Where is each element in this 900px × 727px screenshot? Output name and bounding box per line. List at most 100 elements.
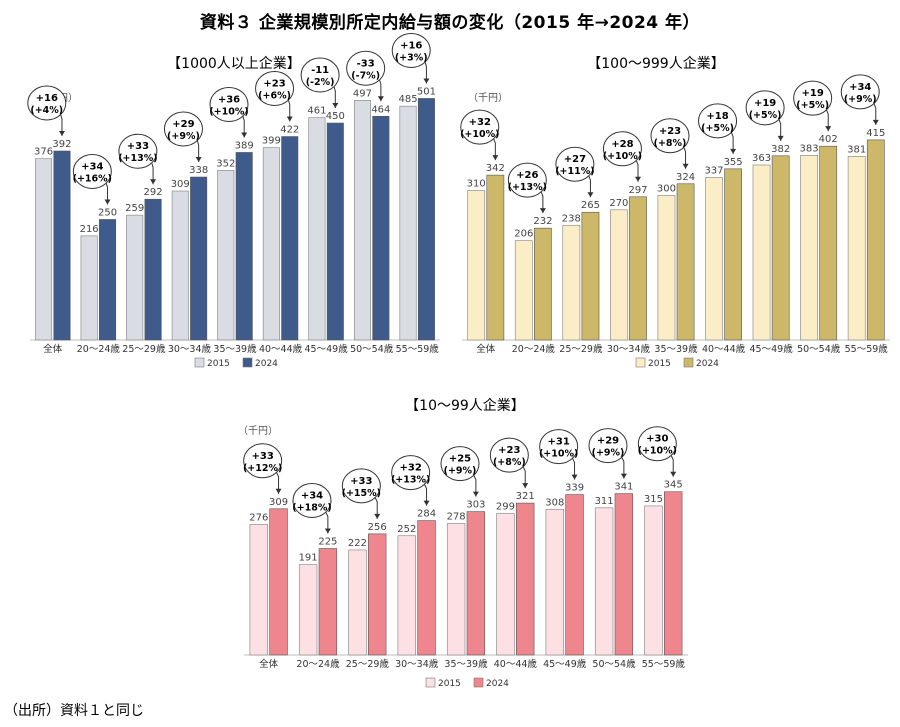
arrow-head (58, 131, 65, 136)
change-amount: +32 (469, 117, 491, 128)
change-percent: (+9%) (592, 448, 625, 459)
change-bubble (650, 118, 690, 154)
bar-2024 (819, 145, 838, 341)
change-bubble (300, 57, 340, 93)
change-arrow (670, 455, 674, 477)
unit-label: （千円） (238, 425, 278, 437)
change-bubble (27, 85, 67, 121)
bar-2024 (235, 152, 253, 341)
bar-2015 (397, 535, 416, 656)
change-arrow (196, 140, 200, 163)
change-arrow (424, 62, 427, 84)
change-arrow (242, 116, 245, 138)
bar-2015 (514, 240, 533, 341)
data-label-2015: 310 (467, 179, 486, 190)
change-percent: (+4%) (30, 105, 63, 116)
change-bubble (555, 146, 595, 182)
data-label-2024: 339 (565, 483, 584, 494)
category-label: 20～24歳 (77, 343, 121, 355)
arrow-head (635, 176, 642, 182)
data-label-2015: 252 (397, 524, 416, 535)
arrow-head (324, 528, 331, 534)
change-arrow (105, 183, 109, 205)
category-label: 30～34歳 (168, 343, 212, 355)
data-label-2015: 383 (800, 143, 819, 154)
arrow-head (587, 192, 594, 198)
bar-2024 (466, 511, 486, 656)
arrow-head (571, 474, 578, 480)
arrow-head (730, 148, 737, 154)
category-label: 全体 (43, 343, 63, 355)
change-bubble (391, 32, 431, 68)
panel-title: 【10～99人企業】 (405, 397, 525, 414)
change-amount: -33 (357, 58, 375, 69)
change-bubble (460, 109, 500, 145)
bar-2024 (144, 198, 162, 341)
data-label-2015: 270 (609, 198, 628, 209)
change-bubble (602, 131, 642, 167)
change-percent: (+16%) (73, 173, 112, 184)
change-bubble (346, 50, 386, 86)
change-percent: (+5%) (796, 100, 829, 111)
change-arrow (288, 100, 291, 122)
change-bubble (745, 90, 785, 126)
category-label: 35～39歳 (213, 343, 257, 355)
change-amount: +34 (301, 491, 323, 502)
legend-swatch-2024 (473, 677, 484, 688)
change-percent: (+9%) (844, 94, 877, 105)
change-bubble (163, 111, 203, 147)
bar-2015 (644, 505, 663, 656)
data-label-2024: 250 (98, 207, 117, 218)
arrow-head (620, 473, 627, 479)
data-label-2015: 337 (704, 166, 723, 177)
change-percent: (+6%) (258, 91, 291, 102)
change-bubble (72, 153, 112, 189)
category-label: 25～29歳 (122, 343, 166, 355)
data-label-2015: 315 (644, 494, 663, 505)
data-label-2024: 345 (664, 480, 683, 491)
arrow-head (682, 163, 689, 169)
data-label-2024: 392 (52, 139, 71, 150)
bar-2015 (80, 235, 98, 341)
data-label-2024: 342 (486, 163, 505, 174)
bar-2015 (610, 209, 628, 341)
arrow-head (377, 96, 384, 102)
bar-2015 (35, 158, 53, 341)
change-bubble (118, 133, 158, 169)
change-percent: (+13%) (118, 153, 157, 164)
data-label-2015: 461 (307, 106, 326, 117)
change-percent: (+10%) (460, 129, 499, 140)
change-amount: +34 (81, 161, 103, 172)
data-label-2015: 308 (545, 497, 564, 508)
bar-2015 (126, 214, 144, 341)
change-arrow (151, 163, 154, 185)
bar-2015 (562, 224, 581, 341)
data-label-2015: 300 (657, 183, 676, 194)
change-arrow (588, 176, 591, 198)
category-label: 30～34歳 (395, 658, 439, 670)
bar-2024 (486, 174, 505, 341)
change-arrow (873, 103, 877, 125)
change-amount: +25 (449, 454, 471, 465)
data-label-2024: 292 (144, 187, 163, 198)
change-bubble (507, 162, 547, 198)
change-arrow (424, 484, 428, 506)
bar-2015 (262, 147, 280, 341)
change-arrow (731, 132, 734, 154)
change-arrow (325, 512, 329, 534)
change-amount: +23 (659, 126, 681, 137)
data-label-2015: 381 (847, 144, 866, 155)
legend-label-2015: 2015 (438, 679, 461, 689)
data-label-2015: 191 (299, 553, 318, 564)
change-arrow (374, 497, 378, 519)
change-bubble (793, 80, 833, 116)
data-label-2015: 497 (353, 88, 372, 99)
category-label: 35～39歳 (654, 343, 698, 355)
bar-2015 (446, 523, 466, 656)
data-label-2015: 299 (496, 502, 515, 513)
change-amount: +34 (849, 82, 871, 93)
bar-2024 (629, 196, 647, 341)
change-bubble (243, 443, 283, 479)
legend-swatch-2024 (683, 357, 694, 368)
arrow-head (195, 157, 202, 163)
